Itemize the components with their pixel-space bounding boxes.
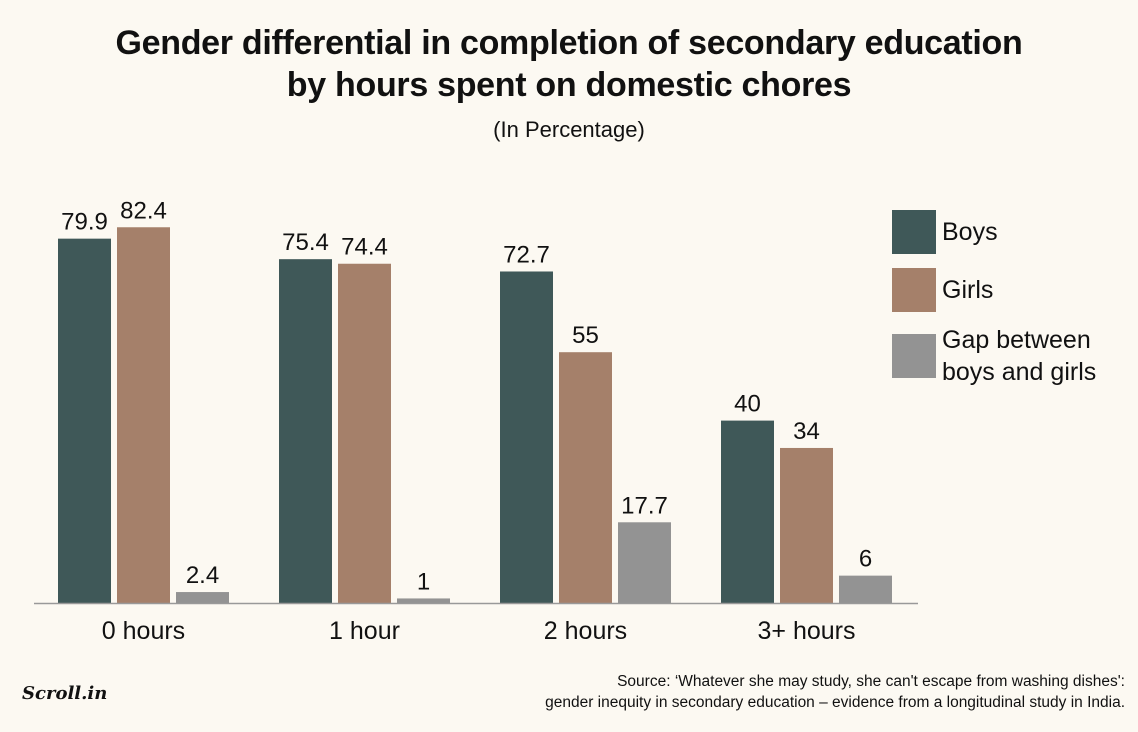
data-label-1-0: 75.4 [282,229,329,256]
legend-item-boys: Boys [892,210,998,254]
legend-item-gap: Gap between boys and girls [892,324,1096,388]
data-label-0-2: 2.4 [186,562,219,589]
data-label-0-1: 82.4 [120,197,167,224]
legend-label-gap: Gap between boys and girls [942,324,1096,388]
x-tick-label-1: 1 hour [329,617,400,645]
source-note: Source: ‘Whatever she may study, she can… [545,671,1125,713]
bar-1-1 [338,263,391,603]
data-label-2-1: 55 [572,322,599,349]
data-label-3-0: 40 [734,391,761,418]
data-label-0-0: 79.9 [61,209,108,236]
chart-title: Gender differential in completion of sec… [0,22,1138,106]
legend-label-gap-line-2: boys and girls [942,358,1097,386]
source-line-2: gender inequity in secondary education –… [545,694,1125,711]
chart-subtitle: (In Percentage) [493,117,645,142]
x-tick-label-3: 3+ hours [758,617,856,645]
data-label-2-2: 17.7 [621,492,668,519]
legend-label-boys: Boys [942,216,998,248]
data-label-1-2: 1 [417,568,430,595]
scroll-logo: Scroll.in [22,683,108,704]
legend-item-girls: Girls [892,268,993,312]
bar-1-0 [279,259,332,603]
legend-swatch-gap [892,334,936,378]
bar-2-0 [500,271,553,603]
bar-0-2 [176,592,229,603]
bar-2-2 [618,522,671,603]
bar-1-2 [397,598,450,603]
x-tick-label-2: 2 hours [544,617,627,645]
legend-swatch-girls [892,268,936,312]
source-line-1: Source: ‘Whatever she may study, she can… [617,673,1125,690]
legend-label-boys-line-1: Boys [942,218,998,246]
bar-3-1 [780,447,833,603]
bar-3-0 [721,420,774,603]
data-label-2-0: 72.7 [503,241,550,268]
legend-swatch-boys [892,210,936,254]
bar-0-1 [117,227,170,604]
bar-2-1 [559,352,612,603]
bar-0-0 [58,238,111,603]
chart-title-line-1: Gender differential in completion of sec… [115,24,1023,62]
legend-label-gap-line-1: Gap between [942,326,1091,354]
x-tick-label-0: 0 hours [102,617,185,645]
legend-label-girls: Girls [942,274,993,306]
data-label-3-1: 34 [793,418,820,445]
chart-title-line-2: by hours spent on domestic chores [286,66,852,104]
legend-label-girls-line-1: Girls [942,276,994,304]
bar-3-2 [839,575,892,603]
data-label-3-2: 6 [859,546,872,573]
data-label-1-1: 74.4 [341,234,388,261]
